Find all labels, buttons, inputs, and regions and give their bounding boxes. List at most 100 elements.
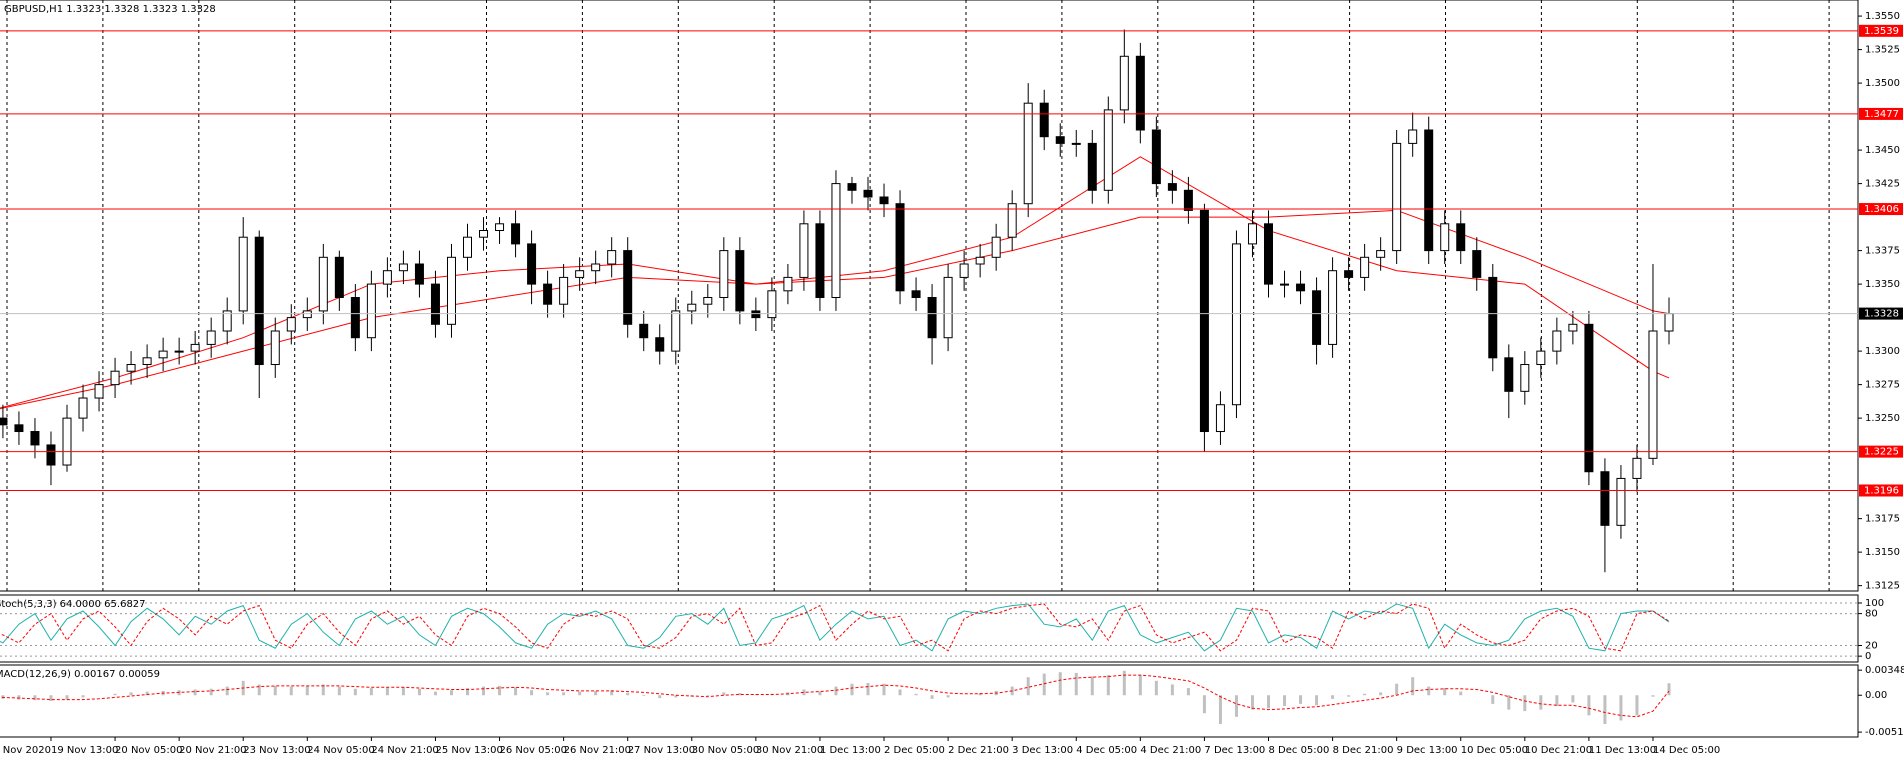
candle-body	[1312, 290, 1322, 345]
x-tick-label: 20 Nov 21:00	[179, 745, 246, 756]
panel-frame	[0, 664, 1859, 738]
y-tick-label: 1.3175	[1865, 514, 1900, 525]
candle-body	[799, 223, 809, 278]
candle-body	[302, 310, 312, 319]
candle-body	[575, 270, 585, 278]
level-label-bg	[1859, 445, 1903, 458]
x-tick-label: 3 Dec 13:00	[1012, 745, 1073, 756]
panel-frame	[0, 0, 1859, 592]
candle-body	[62, 417, 72, 466]
candle-body	[142, 357, 152, 366]
candle-body	[1103, 109, 1113, 191]
candle-body	[1552, 330, 1562, 352]
level-label-bg	[1859, 203, 1903, 216]
candle-body	[174, 350, 184, 353]
candle-body	[751, 310, 761, 319]
y-tick-label: 0	[1865, 651, 1871, 662]
candle-body	[511, 223, 521, 245]
x-tick-label: 24 Nov 05:00	[307, 745, 374, 756]
candle-body	[687, 303, 697, 312]
candle-body	[190, 343, 200, 352]
y-tick-label: 1.3275	[1865, 380, 1900, 391]
x-tick-label: 7 Dec 13:00	[1204, 745, 1265, 756]
candle-body	[559, 276, 569, 305]
candle-body	[1215, 404, 1225, 433]
candle-body	[1023, 102, 1033, 205]
y-tick-label: 1.3300	[1865, 346, 1900, 357]
x-tick-label: 1 Dec 13:00	[820, 745, 881, 756]
candle-body	[1183, 189, 1193, 211]
candle-body	[1247, 223, 1257, 245]
x-tick-label: 10 Dec 05:00	[1461, 745, 1528, 756]
panel-title: GBPUSD,H1 1.3323 1.3328 1.3323 1.3328	[4, 4, 216, 15]
last-price-label: 1.3328	[1864, 309, 1899, 320]
moving-average	[0, 209, 1670, 410]
x-tick-label: 11 Dec 13:00	[1589, 745, 1656, 756]
candle-body	[14, 424, 24, 433]
candle-body	[543, 283, 553, 305]
candle-body	[703, 297, 713, 305]
candle-body	[1536, 350, 1546, 366]
y-tick-label: 20	[1865, 641, 1878, 652]
candle-body	[446, 256, 456, 325]
y-tick-label: 1.3500	[1865, 78, 1900, 89]
candle-body	[158, 350, 168, 359]
candle-body	[30, 431, 40, 446]
candle-body	[1135, 55, 1145, 131]
candle-body	[1039, 102, 1049, 138]
x-tick-label: 18 Nov 2020	[0, 745, 51, 756]
candle-body	[959, 263, 969, 278]
candle-body	[1616, 477, 1626, 526]
candle-body	[1055, 136, 1065, 144]
y-tick-label: 1.3550	[1865, 11, 1900, 22]
candle-body	[767, 290, 777, 319]
candle-body	[1071, 142, 1081, 145]
candle-body	[286, 317, 296, 332]
x-tick-label: 24 Nov 21:00	[371, 745, 438, 756]
candle-body	[366, 283, 376, 339]
level-label: 1.3225	[1864, 447, 1899, 458]
x-tick-label: 30 Nov 05:00	[692, 745, 759, 756]
y-tick-label: 1.3525	[1865, 45, 1900, 56]
x-tick-label: 25 Nov 13:00	[435, 745, 502, 756]
candle-body	[206, 330, 216, 345]
candle-body	[126, 364, 136, 372]
candle-body	[1376, 250, 1386, 258]
candle-body	[238, 236, 248, 312]
level-label-bg	[1859, 107, 1903, 120]
x-tick-label: 10 Dec 21:00	[1525, 745, 1592, 756]
oscillator-line	[0, 603, 1670, 652]
y-tick-label: 0.00	[1865, 690, 1887, 701]
candle-body	[1007, 203, 1017, 238]
candle-body	[623, 250, 633, 325]
candle-body	[911, 290, 921, 299]
y-tick-label: 100	[1865, 598, 1884, 609]
last-price-bg	[1859, 307, 1903, 320]
candle-body	[1328, 270, 1338, 345]
candle-body	[1408, 129, 1418, 144]
x-tick-label: 26 Nov 21:00	[564, 745, 631, 756]
candle-body	[1456, 223, 1466, 252]
candle-body	[991, 236, 1001, 258]
panel-title: Stoch(5,3,3) 64.0000 65.6827	[0, 599, 146, 610]
candle-body	[1488, 276, 1498, 359]
x-tick-label: 14 Dec 05:00	[1653, 745, 1720, 756]
candle-body	[78, 397, 88, 419]
candle-body	[350, 297, 360, 339]
candle-body	[783, 276, 793, 292]
x-tick-label: 2 Dec 05:00	[884, 745, 945, 756]
candle-body	[655, 337, 665, 352]
candle-body	[1568, 323, 1578, 332]
candle-body	[1664, 313, 1674, 332]
x-tick-label: 9 Dec 13:00	[1397, 745, 1458, 756]
candle-body	[334, 256, 344, 299]
candle-body	[110, 370, 120, 386]
x-tick-label: 4 Dec 21:00	[1140, 745, 1201, 756]
candle-body	[975, 256, 985, 265]
candle-body	[831, 183, 841, 299]
candle-body	[254, 236, 264, 366]
panel-frame	[0, 594, 1859, 663]
candle-body	[1199, 209, 1209, 433]
candle-body	[270, 330, 280, 366]
candle-body	[719, 250, 729, 299]
